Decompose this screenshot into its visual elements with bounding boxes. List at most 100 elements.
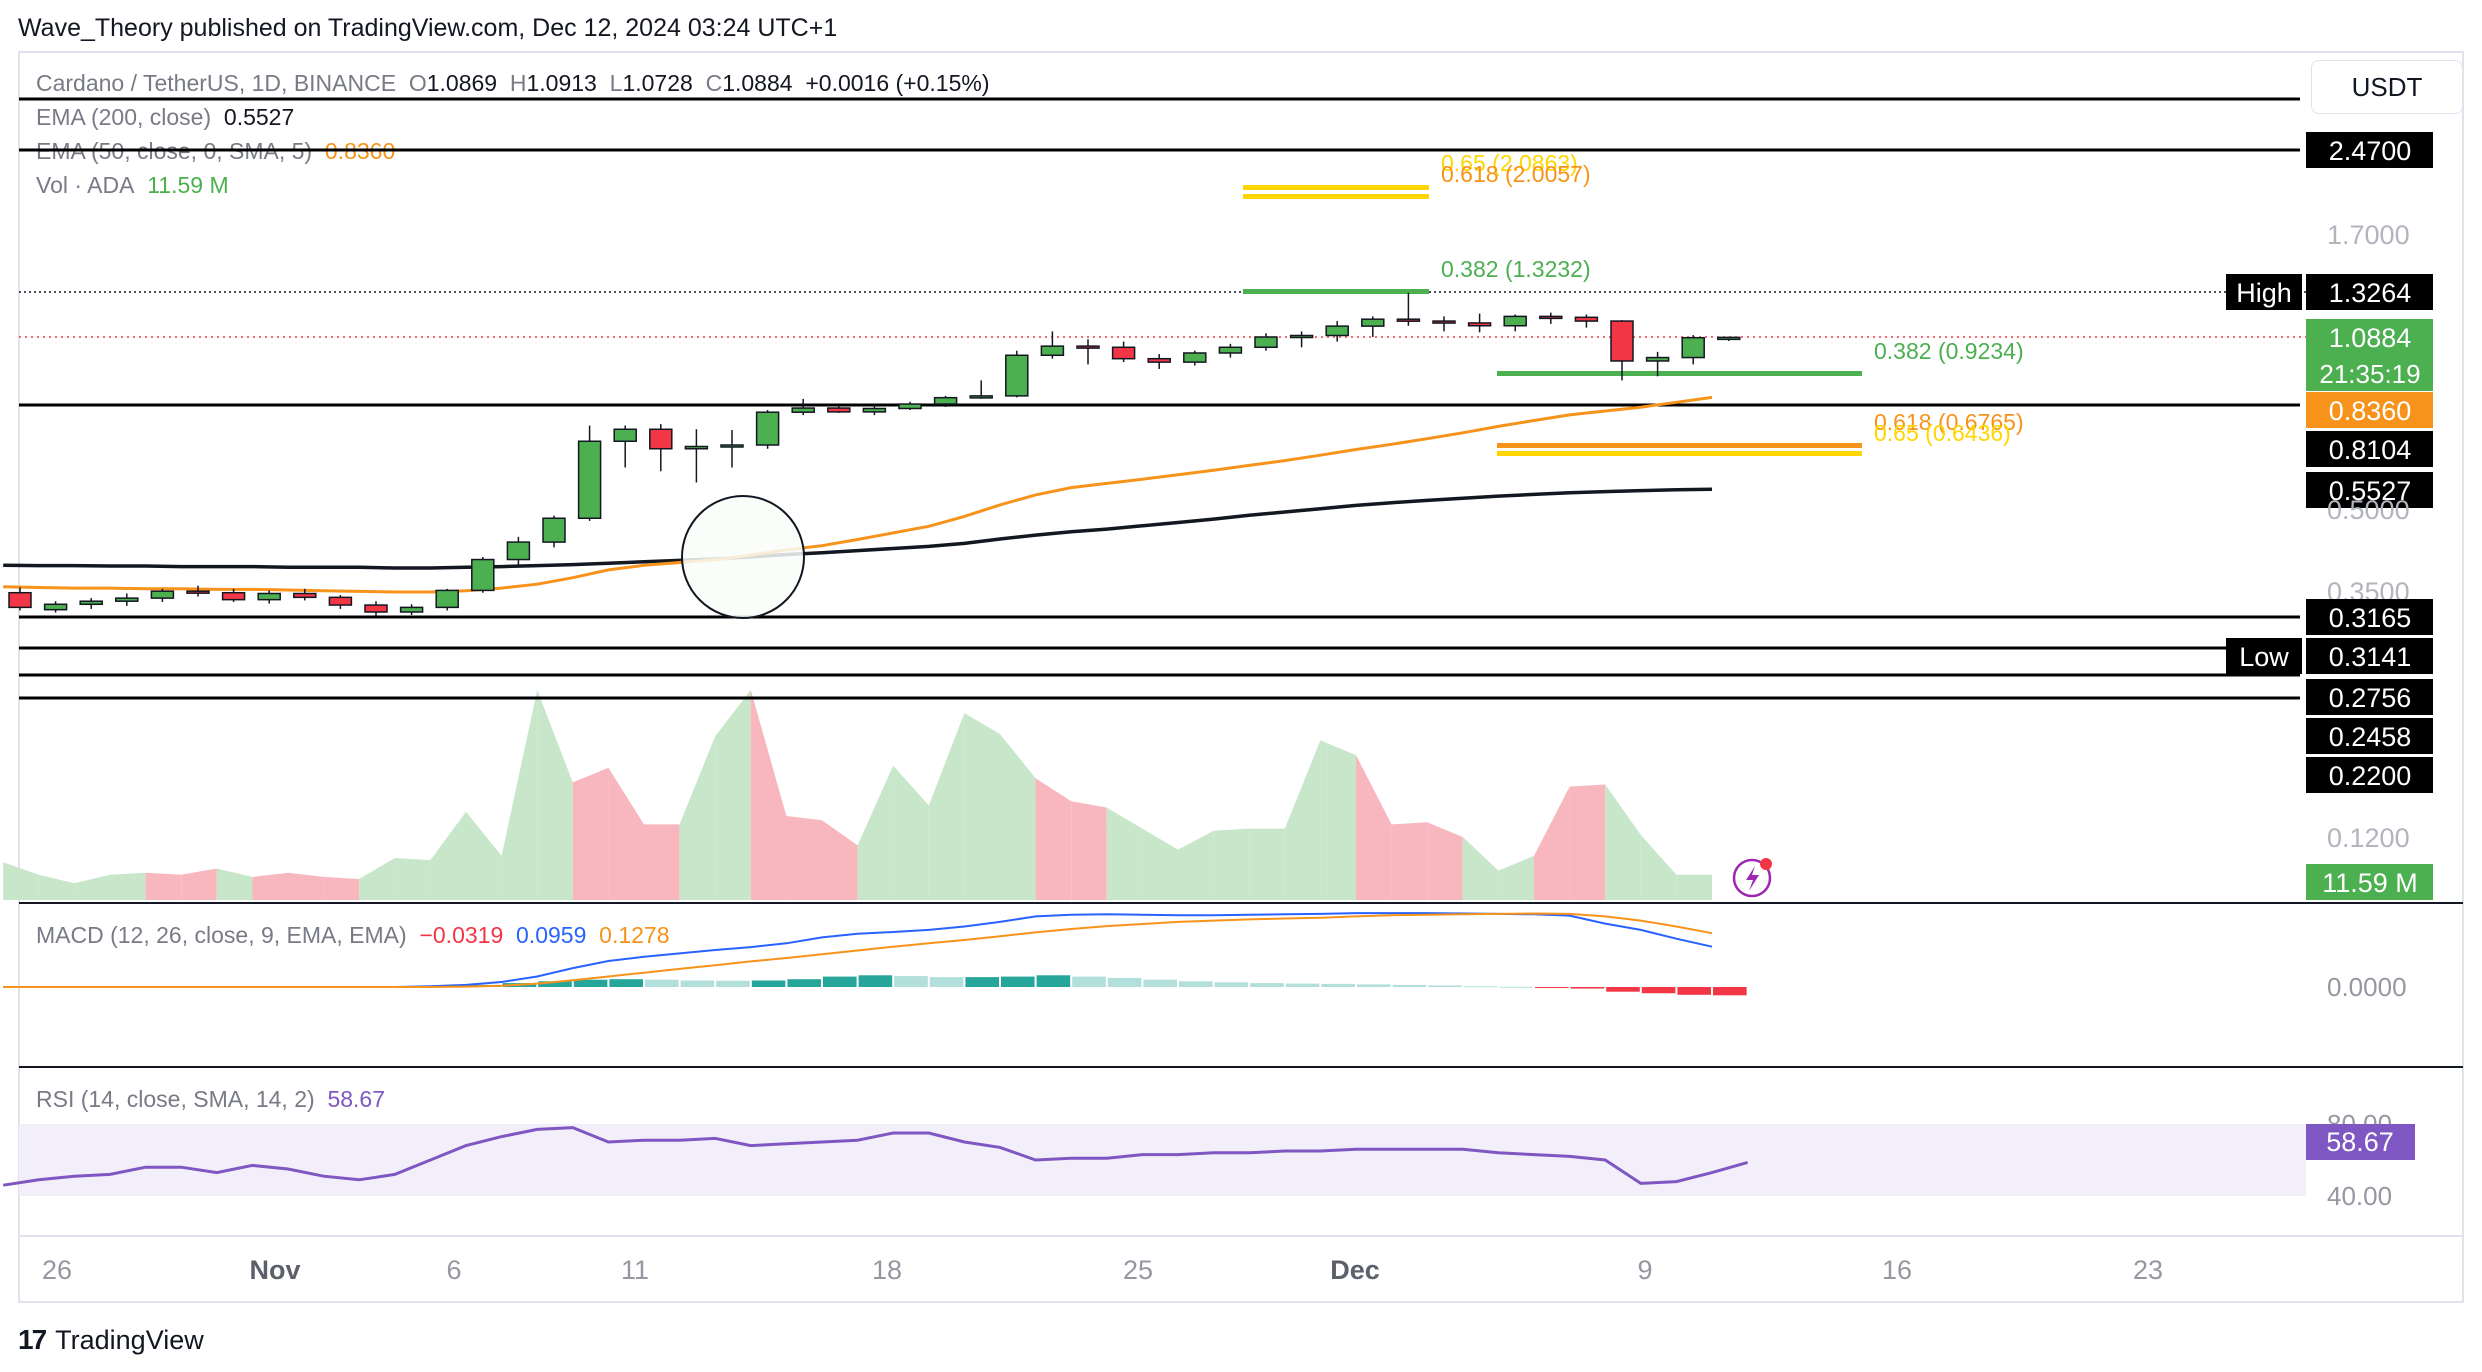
rsi-value: 58.67 <box>327 1086 386 1112</box>
volume-area-segment <box>857 765 894 900</box>
candle-body <box>577 440 602 519</box>
candle <box>471 556 495 593</box>
fibonacci-levels: 0.65 (2.0863)0.618 (2.0057) 0.382 (1.3232… <box>1243 150 2024 456</box>
volume-area-segment <box>1640 834 1677 900</box>
volume-area-segment <box>537 690 573 900</box>
candle <box>1111 341 1136 363</box>
candle-body <box>969 395 993 399</box>
candle <box>1254 333 1278 351</box>
volume-area-segment <box>964 713 1000 900</box>
volume-area-segment <box>145 872 182 900</box>
candle-body <box>471 558 495 592</box>
volume-legend[interactable]: Vol · ADA 11.59 M <box>36 172 229 199</box>
candle-body <box>328 596 353 606</box>
macd-histogram-bar <box>1321 983 1355 987</box>
macd-histogram-bar <box>787 979 821 987</box>
candle <box>1005 350 1029 398</box>
candle-body <box>542 517 566 543</box>
price-axis-label: 0.2458 <box>2329 722 2412 752</box>
volume-area-segment <box>359 858 395 900</box>
open-label: O <box>408 70 427 96</box>
candle-body <box>364 604 388 613</box>
candle-body <box>221 591 246 601</box>
time-axis-label: 25 <box>1123 1255 1153 1285</box>
macd-histogram-bar <box>1641 987 1676 994</box>
volume-area-segment <box>1284 740 1321 900</box>
time-axis-label: 23 <box>2133 1255 2163 1285</box>
macd-histogram-bar <box>1357 984 1391 987</box>
volume-area-segment <box>466 811 502 900</box>
rsi-legend[interactable]: RSI (14, close, SMA, 14, 2) 58.67 <box>36 1086 385 1113</box>
price-axis-badge <box>2306 319 2433 391</box>
candle-body <box>755 411 780 446</box>
candle-body <box>1361 318 1385 327</box>
candle <box>1503 314 1527 332</box>
macd-histogram-bar <box>609 979 643 987</box>
candle-body <box>1040 345 1065 357</box>
fib-label-0.618-bottom: 0.618 (0.6765) <box>1874 409 2024 435</box>
candle-body <box>1218 346 1243 354</box>
candle <box>435 588 459 611</box>
candle <box>364 601 388 616</box>
rsi-label: RSI (14, close, SMA, 14, 2) <box>36 1086 315 1112</box>
macd-value: 0.0959 <box>516 922 587 948</box>
price-tag-label: High <box>2236 278 2292 308</box>
price-axis-label: 0.1200 <box>2327 823 2410 853</box>
volume-area-segment <box>644 824 680 900</box>
candle <box>720 430 744 468</box>
macd-label: MACD (12, 26, close, 9, EMA, EMA) <box>36 922 407 948</box>
fib-label-0.382-bottom: 0.382 (0.9234) <box>1874 338 2024 364</box>
candle <box>399 604 424 615</box>
candle-body <box>1111 346 1136 360</box>
macd-histogram-bar <box>1535 987 1569 988</box>
candle <box>8 587 32 611</box>
candle <box>293 588 317 601</box>
macd-legend[interactable]: MACD (12, 26, close, 9, EMA, EMA) −0.031… <box>36 922 670 949</box>
candle-body <box>293 592 317 599</box>
macd-histogram-bar <box>1001 976 1035 987</box>
volume-area-segment <box>74 874 110 900</box>
alert-icon[interactable] <box>1732 858 1772 898</box>
candle-body <box>684 445 709 450</box>
macd-histogram-bar <box>823 976 857 987</box>
ema200-legend[interactable]: EMA (200, close) 0.5527 <box>36 104 294 131</box>
candle <box>542 515 566 548</box>
volume-area-segment <box>1178 830 1214 900</box>
candle-body <box>1396 318 1421 322</box>
ema200-label: EMA (200, close) <box>36 104 212 130</box>
volume-pane <box>3 690 1712 900</box>
rsi-last-badge <box>2306 1124 2415 1160</box>
candle <box>1076 339 1100 365</box>
volume-area-segment <box>3 862 39 900</box>
tradingview-brand: TradingView <box>55 1324 204 1355</box>
volume-area-segment <box>1142 828 1178 900</box>
low-label: L <box>609 70 623 96</box>
symbol-name[interactable]: Cardano / TetherUS, 1D, BINANCE <box>36 70 397 96</box>
volume-area-segment <box>750 690 787 900</box>
price-axis-badge <box>2306 472 2433 508</box>
price-axis-label: 0.8104 <box>2329 435 2412 465</box>
price-axis-label: 0.8360 <box>2329 396 2412 426</box>
macd-signal-line <box>3 912 1713 988</box>
currency-selector[interactable]: USDT <box>2311 60 2463 114</box>
macd-histogram-bar <box>1250 983 1284 987</box>
candle-body <box>898 403 922 410</box>
price-axis-label: 0.2200 <box>2329 761 2412 791</box>
candle-body <box>1183 352 1207 363</box>
tradingview-footer: 17 TradingView <box>18 1324 204 1356</box>
candle <box>1218 343 1243 358</box>
macd-pane: 0.0000 <box>3 912 2407 1002</box>
candle-body <box>1574 316 1599 322</box>
candle-body <box>827 407 851 413</box>
time-axis-label: 9 <box>1637 1255 1652 1285</box>
candle <box>613 425 637 468</box>
volume-area-segment <box>288 872 324 900</box>
price-axis-label: 0.5527 <box>2329 476 2412 506</box>
time-axis-label: 16 <box>1882 1255 1912 1285</box>
macd-histogram-bar <box>1392 984 1427 987</box>
candle-body <box>1147 357 1171 363</box>
candle <box>1147 354 1171 369</box>
macd-histogram-bar <box>1143 979 1177 987</box>
candle <box>186 585 210 597</box>
